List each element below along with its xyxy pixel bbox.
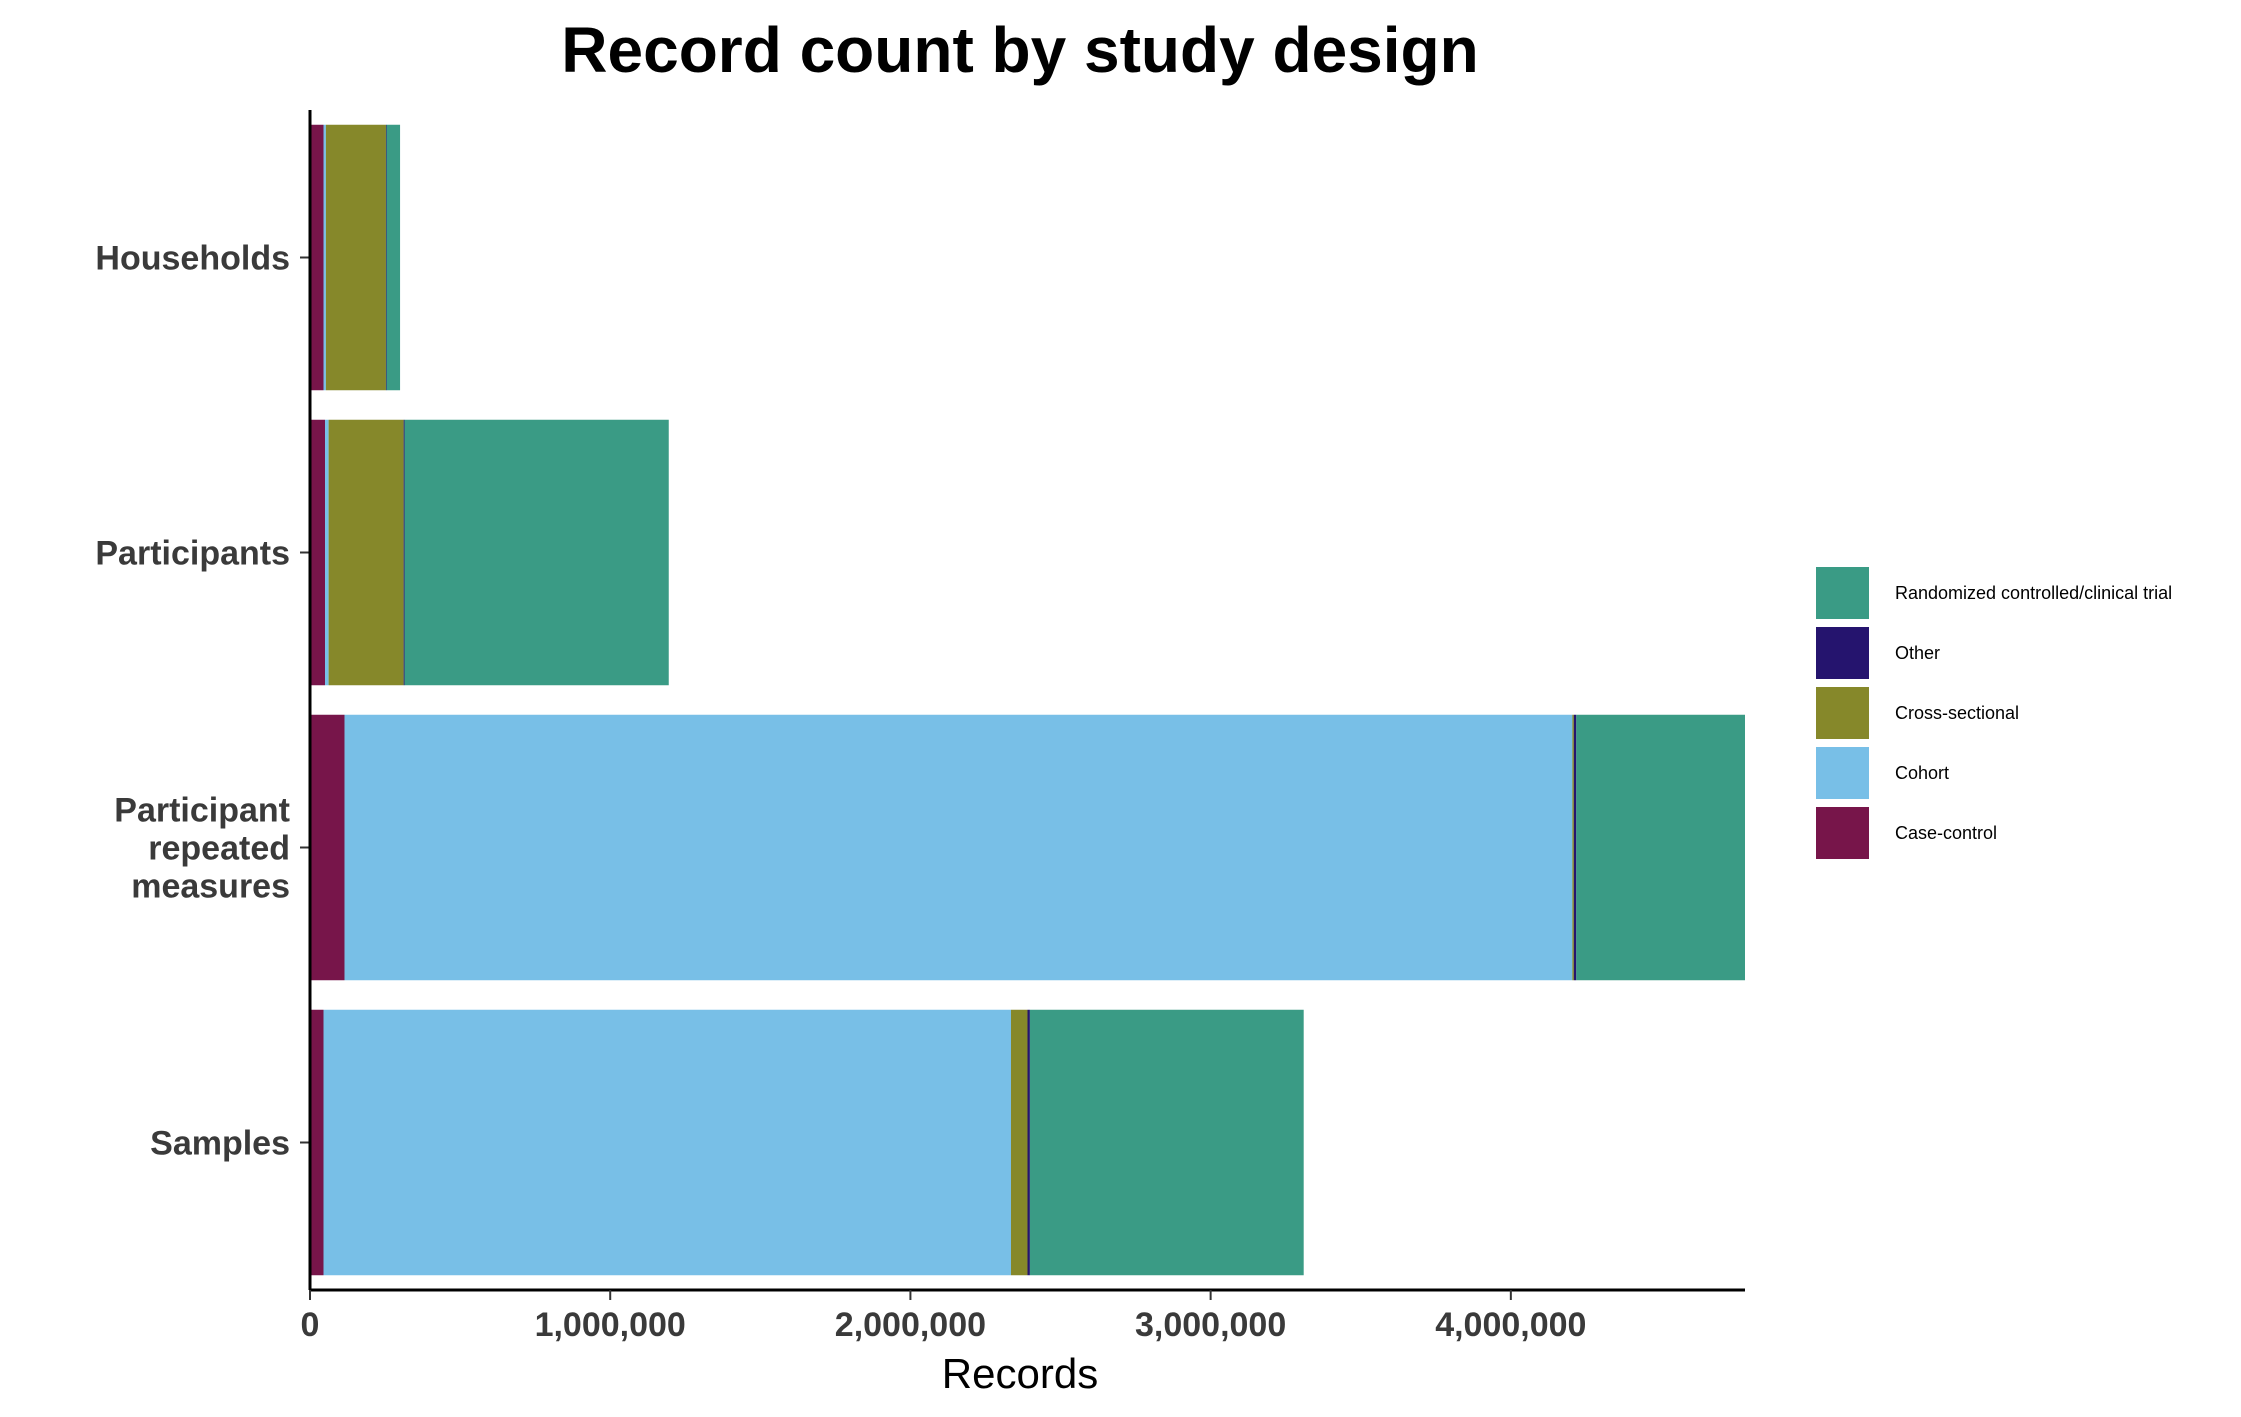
bar-other-3 — [1027, 1009, 1030, 1276]
category-label: Samples — [150, 1125, 290, 1163]
x-tick-label: 1,000,000 — [535, 1306, 686, 1344]
bar-cohort-1 — [325, 419, 329, 686]
bar-cross-sectional-3 — [1010, 1009, 1028, 1276]
chart-title: Record count by study design — [561, 14, 1478, 86]
bar-other-0 — [385, 124, 387, 391]
legend-swatch-case-control — [1816, 807, 1869, 859]
x-tick-label: 0 — [301, 1306, 320, 1344]
legend-swatch-cross-sectional — [1816, 687, 1869, 739]
legend-label-case-control: Case-control — [1895, 823, 1997, 843]
legend-swatch-randomized-controlled-clinical-trial — [1816, 567, 1869, 619]
category-label-line: Households — [95, 240, 290, 278]
bar-other-1 — [403, 419, 405, 686]
x-tick-label: 4,000,000 — [1435, 1306, 1586, 1344]
bar-cross-sectional-0 — [325, 124, 386, 391]
category-label: Participants — [95, 535, 290, 573]
legend-label-cross-sectional: Cross-sectional — [1895, 703, 2019, 723]
category-label-line: Participants — [95, 535, 290, 573]
bar-cohort-3 — [323, 1009, 1011, 1276]
legend-swatch-cohort — [1816, 747, 1869, 799]
legend-label-cohort: Cohort — [1895, 763, 1949, 783]
category-label: Participant repeated measures — [114, 792, 290, 906]
bar-cross-sectional-2 — [1572, 714, 1574, 981]
x-tick-label: 2,000,000 — [835, 1306, 986, 1344]
legend-label-randomized-controlled-clinical-trial: Randomized controlled/clinical trial — [1895, 583, 2172, 603]
legend-label-other: Other — [1895, 643, 1940, 663]
x-tick-label: 3,000,000 — [1135, 1306, 1286, 1344]
bar-randomized-controlled-clinical-trial-0 — [386, 124, 401, 391]
bar-case-control-3 — [310, 1009, 324, 1276]
bar-other-2 — [1573, 714, 1577, 981]
category-label-line: Samples — [150, 1125, 290, 1163]
bar-case-control-1 — [310, 419, 326, 686]
bar-randomized-controlled-clinical-trial-1 — [404, 419, 669, 686]
category-label-line: measures — [131, 868, 290, 906]
axes-layer: Households Participants Participant repeate… — [95, 110, 1745, 1344]
bar-cohort-2 — [344, 714, 1573, 981]
legend-swatch-other — [1816, 627, 1869, 679]
bar-cohort-0 — [323, 124, 326, 391]
legend: Randomized controlled/clinical trial Othe… — [1816, 567, 2172, 859]
bar-case-control-0 — [310, 124, 324, 391]
category-label: Households — [95, 240, 290, 278]
category-label-line: repeated — [148, 830, 290, 868]
bars-layer — [310, 124, 1745, 1276]
bar-case-control-2 — [310, 714, 345, 981]
bar-randomized-controlled-clinical-trial-2 — [1576, 714, 1745, 981]
category-label-line: Participant — [114, 792, 290, 830]
x-axis-title: Records — [942, 1350, 1098, 1397]
bar-cross-sectional-1 — [328, 419, 404, 686]
bar-randomized-controlled-clinical-trial-3 — [1029, 1009, 1304, 1276]
